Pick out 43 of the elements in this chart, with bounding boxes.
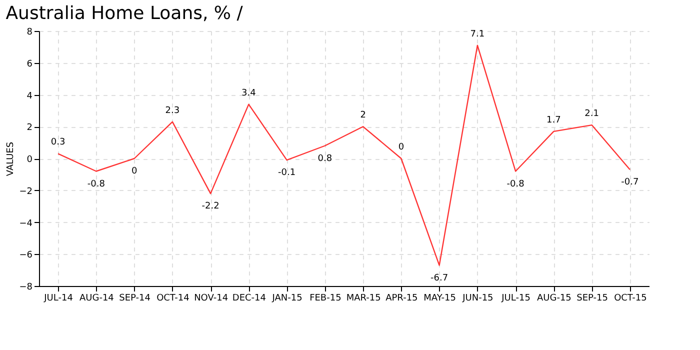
y-tick-label: −8 (19, 282, 33, 292)
chart-title: Australia Home Loans, % / (6, 3, 244, 24)
x-tick-label: OCT-14 (156, 294, 190, 304)
data-label: 0.8 (318, 154, 332, 164)
y-axis-title: VALUES (6, 142, 16, 176)
x-tick-label: AUG-15 (536, 294, 572, 304)
y-tick-label: 2 (26, 123, 32, 134)
data-label: -2.2 (202, 202, 220, 212)
y-tick-label: −6 (19, 250, 33, 261)
data-label: 2 (360, 110, 366, 121)
y-tick-label: 8 (26, 28, 33, 38)
data-label: 2.1 (584, 109, 599, 120)
x-tick-label: JAN-15 (271, 294, 302, 304)
x-tick-label: DEC-14 (232, 294, 266, 304)
data-label: 3.4 (242, 88, 256, 98)
data-label: -0.7 (621, 178, 639, 188)
x-tick-label: FEB-15 (310, 294, 342, 304)
y-tick-label: 0 (26, 155, 33, 165)
data-label: -0.8 (506, 179, 525, 190)
data-label: 0 (131, 166, 138, 176)
x-tick-label: MAR-15 (346, 294, 381, 304)
x-tick-label: MAY-15 (424, 294, 456, 304)
x-tick-label: SEP-14 (119, 294, 151, 304)
data-label: 0.3 (50, 138, 66, 148)
x-tick-label: AUG-14 (79, 294, 114, 304)
y-tick-label: 6 (26, 59, 33, 70)
x-tick-label: JUL-15 (500, 294, 530, 304)
x-tick-label: OCT-15 (614, 294, 647, 304)
data-label: -0.8 (87, 179, 106, 190)
data-label: 2.3 (165, 106, 180, 116)
data-label: 7.1 (470, 29, 485, 40)
data-label: 0 (398, 142, 404, 152)
x-tick-label: NOV-14 (194, 294, 228, 304)
y-tick-label: −4 (19, 218, 33, 229)
data-label: 1.7 (546, 115, 561, 126)
x-tick-label: JUN-15 (462, 294, 494, 304)
y-tick-label: 4 (26, 91, 33, 102)
y-tick-label: −2 (19, 186, 32, 197)
x-tick-label: APR-15 (386, 294, 418, 304)
data-label: -6.7 (430, 273, 448, 284)
data-label: -0.1 (278, 168, 296, 178)
x-tick-label: SEP-15 (576, 294, 608, 304)
x-tick-label: JUL-14 (43, 294, 74, 304)
